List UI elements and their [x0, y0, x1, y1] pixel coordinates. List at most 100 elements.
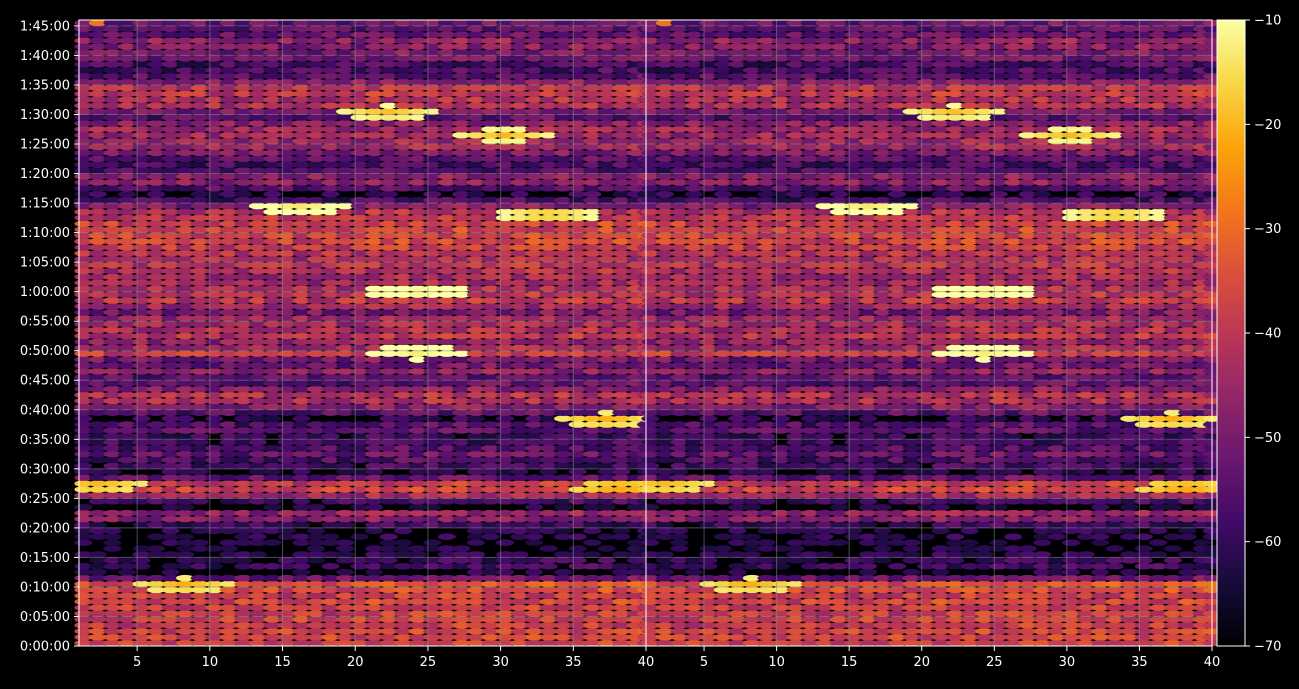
heat-cell	[176, 433, 195, 440]
heat-cell	[321, 598, 340, 605]
heat-cell	[583, 433, 602, 440]
heat-cell	[88, 533, 107, 540]
heat-cell	[612, 627, 631, 635]
heat-cell	[176, 633, 195, 641]
heat-cell	[117, 498, 136, 505]
heat-cell	[597, 456, 616, 464]
heat-cell	[597, 480, 616, 487]
heat-cell	[597, 616, 616, 623]
heat-cell	[583, 474, 602, 481]
heat-cell	[321, 604, 340, 611]
heat-cell	[554, 580, 573, 588]
heat-cell	[394, 527, 413, 535]
heat-cell	[612, 468, 631, 476]
heat-cell	[190, 427, 209, 434]
heat-cell	[88, 190, 107, 198]
heat-cell	[525, 622, 544, 629]
heat-cell	[525, 633, 544, 641]
heat-cell	[379, 616, 398, 623]
heat-cell	[292, 468, 311, 476]
heat-cell	[859, 563, 878, 570]
heat-cell	[481, 450, 500, 458]
heat-cell	[336, 639, 355, 647]
heat-cell	[219, 616, 238, 623]
heat-cell	[336, 439, 355, 446]
heat-cell	[583, 580, 602, 588]
heat-cell	[117, 190, 136, 198]
heat-cell	[365, 503, 384, 511]
heat-cell	[539, 474, 558, 481]
heat-cell	[379, 533, 398, 540]
heat-cell	[306, 439, 325, 446]
heat-cell	[510, 492, 529, 499]
heat-cell	[365, 468, 384, 476]
heat-cell	[481, 568, 500, 576]
heat-cell	[263, 492, 282, 499]
heat-cell	[437, 586, 456, 594]
heat-cell	[379, 539, 398, 546]
heat-cell	[510, 563, 529, 570]
heat-cell	[117, 633, 136, 641]
heat-cell	[612, 444, 631, 452]
heat-cell	[437, 633, 456, 641]
heat-cell	[147, 598, 166, 605]
heat-cell	[597, 633, 616, 641]
heat-cell	[336, 627, 355, 635]
heat-cell	[161, 515, 180, 523]
heat-cell	[176, 551, 195, 558]
heat-cell	[365, 444, 384, 452]
heat-cell	[481, 515, 500, 523]
heat-cell	[219, 639, 238, 647]
heat-cell	[408, 444, 427, 452]
heat-cell	[176, 498, 195, 505]
heat-cell	[248, 563, 267, 570]
heat-cell	[946, 533, 965, 540]
heat-cell	[190, 456, 209, 464]
heat-cell	[379, 515, 398, 523]
heat-cell	[408, 480, 427, 487]
heat-cell	[103, 527, 122, 535]
heat-cell	[568, 545, 587, 552]
heat-cell	[306, 586, 325, 594]
heat-cell	[219, 515, 238, 523]
heat-cell	[539, 515, 558, 523]
heat-cell	[525, 444, 544, 452]
heat-cell	[437, 433, 456, 440]
heat-cell	[161, 633, 180, 641]
heat-cell	[539, 527, 558, 535]
heat-cell	[161, 486, 180, 493]
heat-cell	[263, 462, 282, 470]
heat-cell	[408, 627, 427, 635]
heat-cell	[510, 462, 529, 470]
heat-cell	[510, 580, 529, 588]
heat-cell	[321, 492, 340, 499]
heat-cell	[321, 622, 340, 629]
heat-cell	[568, 557, 587, 564]
heat-cell	[612, 462, 631, 470]
heat-cell	[466, 427, 485, 434]
heat-cell	[263, 498, 282, 505]
heat-cell	[161, 563, 180, 570]
heat-cell	[88, 433, 107, 440]
heat-cell	[321, 592, 340, 600]
heat-cell	[103, 480, 122, 487]
heat-cell	[612, 598, 631, 605]
heat-cell	[248, 433, 267, 440]
heat-cell	[161, 427, 180, 434]
heat-cell	[306, 610, 325, 617]
heat-cell	[306, 433, 325, 440]
heat-cell	[481, 498, 500, 505]
heat-cell	[176, 627, 195, 635]
heat-cell	[510, 604, 529, 611]
heat-cell	[510, 633, 529, 641]
heat-cell	[292, 533, 311, 540]
heat-cell	[190, 580, 209, 588]
heat-cell	[583, 604, 602, 611]
heat-cell	[365, 568, 384, 576]
heat-cell	[583, 509, 602, 517]
heat-cell	[525, 480, 544, 487]
heat-cell	[452, 498, 471, 505]
heat-cell	[117, 492, 136, 499]
heat-cell	[117, 622, 136, 629]
heat-cell	[481, 633, 500, 641]
